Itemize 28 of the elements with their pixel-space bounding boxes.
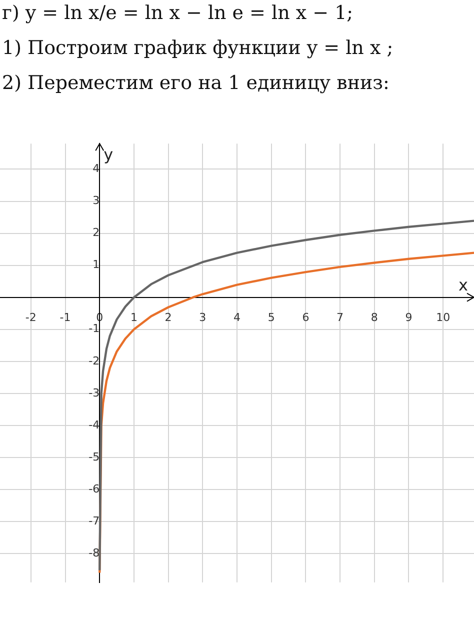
- x-tick-label: 1: [130, 310, 138, 324]
- chart-title: г) y = ln x/e = ln x − ln e = ln x − 1;: [2, 2, 354, 24]
- x-tick-label: 5: [268, 310, 275, 324]
- x-tick-label: 3: [199, 310, 206, 324]
- x-tick-label: 10: [436, 310, 450, 324]
- y-tick-label: -2: [88, 354, 100, 368]
- y-tick-label: -4: [88, 418, 100, 432]
- y-tick-label: 4: [92, 162, 100, 176]
- y-tick-label: 1: [92, 258, 100, 272]
- y-tick-label: -5: [88, 450, 100, 464]
- y-tick-label: -6: [88, 482, 100, 496]
- text: 2) Переместим его на 1 единицу вниз:: [2, 72, 390, 94]
- x-tick-label: 8: [370, 310, 378, 324]
- x-tick-label: 2: [164, 310, 172, 324]
- text: 1) Построим график функции y = ln x ;: [2, 37, 394, 59]
- y-tick-label: -3: [88, 386, 100, 400]
- x-tick-label: -2: [25, 310, 36, 324]
- y-tick-label: 3: [92, 194, 100, 208]
- y-tick-label: 2: [92, 226, 100, 240]
- x-tick-label: -1: [60, 310, 71, 324]
- y-tick-label: -1: [88, 322, 100, 336]
- x-axis-title: x: [458, 275, 468, 294]
- x-tick-label: 6: [302, 310, 310, 324]
- y-axis-title: y: [104, 144, 114, 164]
- y-tick-label: -7: [88, 514, 100, 528]
- x-tick-label: 4: [234, 310, 240, 324]
- x-tick-label: 9: [405, 310, 412, 324]
- x-tick-label: 7: [336, 310, 344, 324]
